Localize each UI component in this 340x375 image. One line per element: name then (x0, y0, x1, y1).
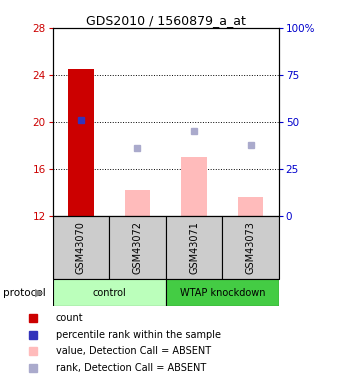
Bar (166, 216, 222, 279)
Text: GSM43073: GSM43073 (245, 221, 256, 274)
Bar (53, 279, 166, 306)
Text: GSM43070: GSM43070 (76, 221, 86, 274)
Bar (238, 197, 263, 216)
Bar (166, 279, 279, 306)
Text: GSM43071: GSM43071 (189, 221, 199, 274)
Bar (125, 190, 150, 216)
Text: protocol: protocol (3, 288, 46, 297)
Bar (68, 69, 94, 216)
Text: GSM43072: GSM43072 (133, 221, 142, 274)
Bar (53, 216, 109, 279)
Text: rank, Detection Call = ABSENT: rank, Detection Call = ABSENT (56, 363, 206, 373)
Text: ▶: ▶ (35, 288, 44, 297)
Text: value, Detection Call = ABSENT: value, Detection Call = ABSENT (56, 346, 211, 356)
Text: percentile rank within the sample: percentile rank within the sample (56, 330, 221, 340)
Text: WTAP knockdown: WTAP knockdown (180, 288, 265, 297)
Text: control: control (92, 288, 126, 297)
Bar (109, 216, 166, 279)
Bar (222, 216, 279, 279)
Title: GDS2010 / 1560879_a_at: GDS2010 / 1560879_a_at (86, 14, 246, 27)
Text: count: count (56, 313, 83, 323)
Bar (181, 157, 207, 216)
